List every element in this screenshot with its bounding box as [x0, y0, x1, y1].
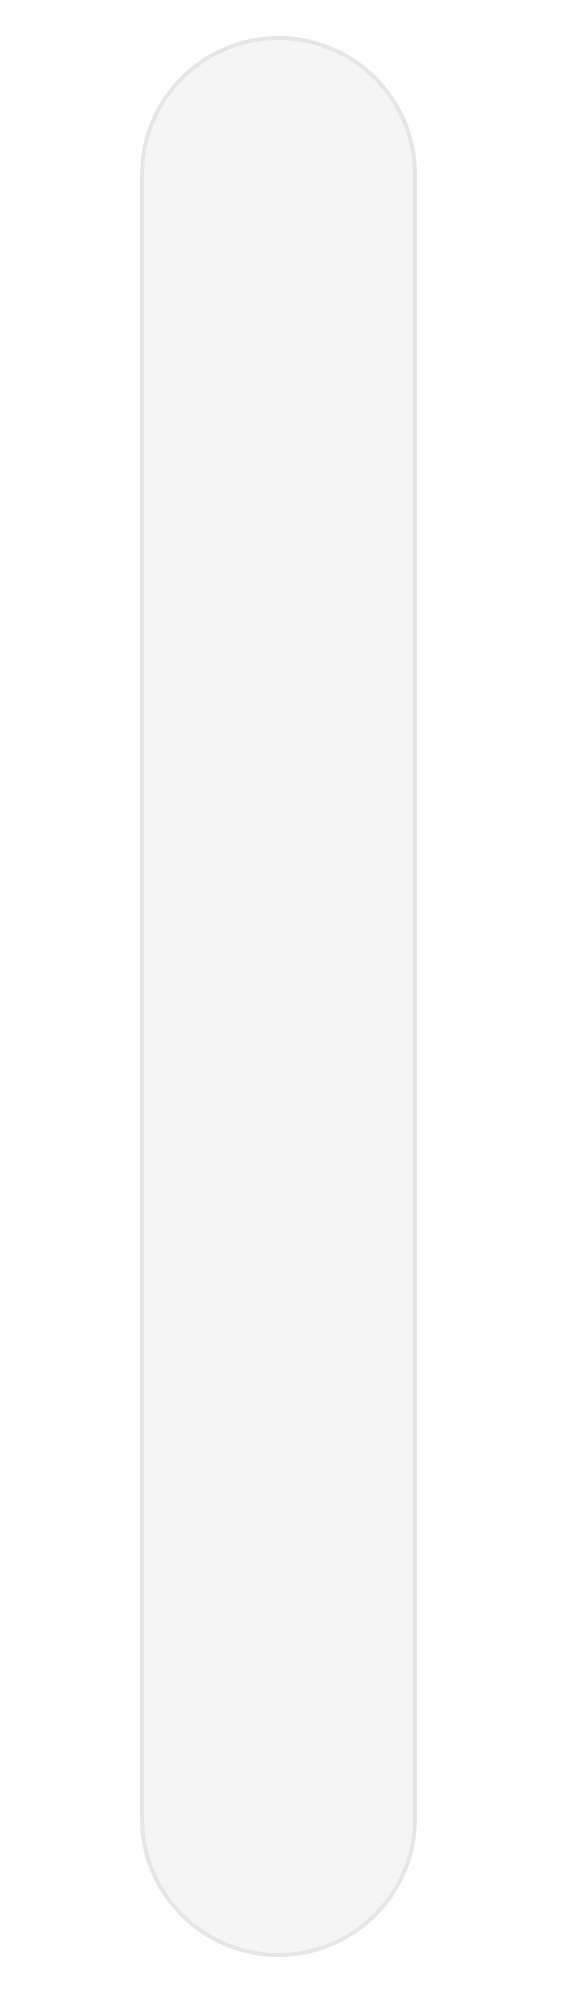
scrollbar-track[interactable] [140, 36, 417, 1957]
